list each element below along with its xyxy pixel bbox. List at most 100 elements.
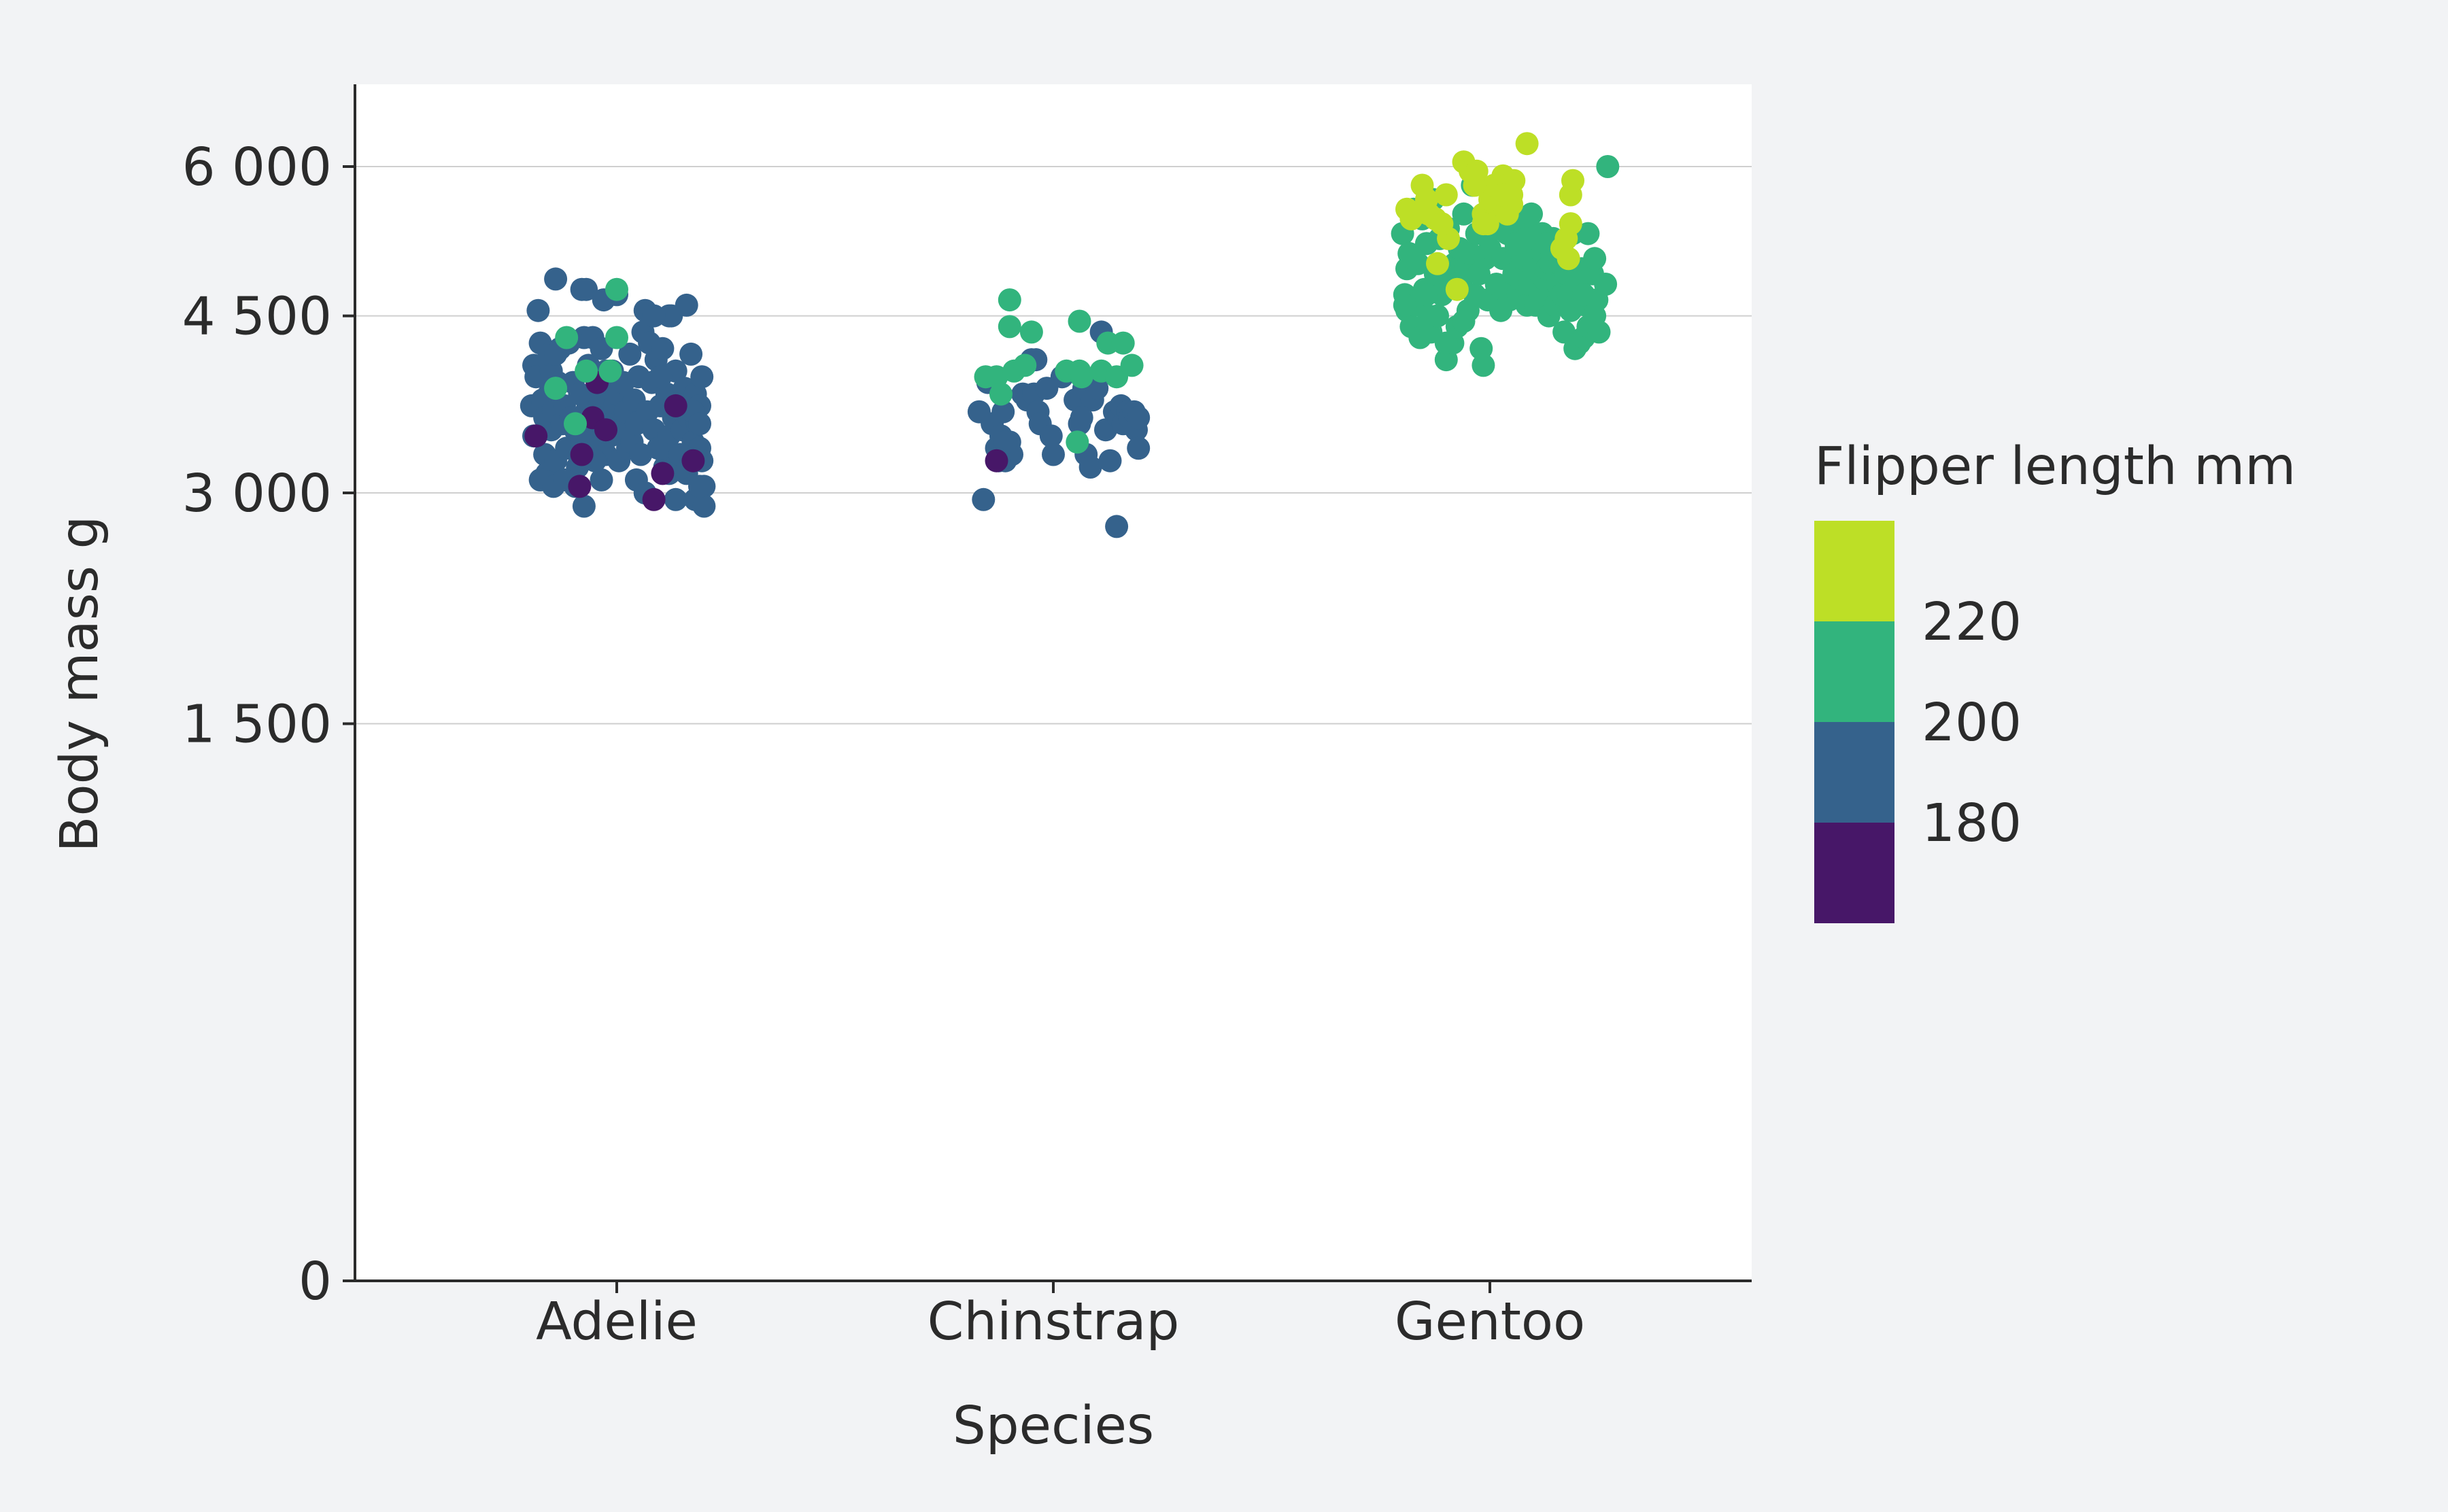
data-point <box>605 277 628 301</box>
y-tick-label: 6 000 <box>182 137 332 198</box>
legend-swatch <box>1814 722 1894 823</box>
data-point <box>1572 283 1595 307</box>
data-point <box>972 487 996 511</box>
data-point <box>998 315 1021 339</box>
data-point <box>1068 309 1091 333</box>
data-point <box>570 277 594 301</box>
data-point <box>989 382 1013 406</box>
legend-swatch <box>1814 823 1894 923</box>
data-point <box>642 304 666 328</box>
data-point <box>590 468 613 492</box>
data-point <box>1434 331 1458 355</box>
data-point <box>1594 273 1618 296</box>
data-point <box>1491 183 1515 207</box>
data-point <box>1120 354 1144 377</box>
data-point <box>1042 443 1065 466</box>
data-point <box>1469 337 1493 360</box>
data-point <box>1463 173 1486 197</box>
data-point <box>1515 226 1539 250</box>
data-point <box>598 359 622 383</box>
data-point <box>1452 309 1476 333</box>
data-point <box>1430 212 1454 236</box>
legend-swatch <box>1814 521 1894 621</box>
y-axis-label: Body mass g <box>50 516 110 853</box>
data-point <box>991 400 1015 424</box>
axes: 0 1 500 3 000 4 500 6 000 Adelie Chinstrap Gent… <box>182 84 1752 1352</box>
data-point <box>1013 354 1037 377</box>
data-point <box>688 412 711 436</box>
data-point <box>1070 365 1093 389</box>
data-point <box>1426 252 1449 275</box>
data-point <box>664 394 687 417</box>
data-point <box>1127 406 1151 430</box>
legend-tick-label: 220 <box>1922 592 2022 653</box>
data-point <box>1414 283 1438 307</box>
y-tick-label: 0 <box>299 1252 332 1312</box>
data-point <box>1434 183 1458 207</box>
y-tick-label: 3 000 <box>182 464 332 524</box>
data-point <box>690 365 714 389</box>
data-point <box>1445 277 1469 301</box>
legend-tick-label: 200 <box>1922 693 2022 753</box>
data-point <box>570 443 594 466</box>
data-point <box>629 443 653 466</box>
legend-tick-label: 180 <box>1922 793 2022 854</box>
y-tick-label: 1 500 <box>182 695 332 755</box>
data-point <box>664 487 687 511</box>
data-point <box>679 342 703 366</box>
data-point <box>1098 449 1122 472</box>
x-axis-label: Species <box>953 1396 1154 1456</box>
data-point <box>985 365 1008 389</box>
data-point <box>1472 212 1495 236</box>
data-point <box>1111 331 1135 355</box>
data-point <box>998 288 1021 312</box>
x-tick-label: Gentoo <box>1395 1292 1585 1352</box>
legend-title: Flipper length mm <box>1814 436 2296 497</box>
data-point <box>651 462 675 485</box>
legend: Flipper length mm 220 200 180 <box>1814 436 2296 923</box>
data-point <box>572 494 596 518</box>
data-point <box>651 337 675 360</box>
y-tick-label: 4 500 <box>182 287 332 347</box>
data-point <box>1576 222 1600 245</box>
data-point <box>1066 430 1089 454</box>
data-point <box>1561 169 1584 192</box>
data-point <box>1520 202 1543 226</box>
data-point <box>544 377 568 400</box>
data-point <box>1105 515 1129 538</box>
data-point <box>1557 247 1580 271</box>
data-point <box>1127 436 1151 460</box>
data-point <box>1559 212 1582 236</box>
data-point <box>594 418 617 442</box>
data-point <box>985 449 1008 472</box>
data-points <box>520 132 1620 538</box>
data-point <box>564 412 587 436</box>
data-point <box>526 298 550 322</box>
data-point <box>1401 247 1425 271</box>
data-point <box>544 267 568 291</box>
data-point <box>555 326 579 349</box>
data-point <box>1019 320 1043 344</box>
data-point <box>618 342 642 366</box>
data-point <box>1393 293 1416 317</box>
data-point <box>1515 132 1539 156</box>
data-point <box>642 487 666 511</box>
data-point <box>1472 354 1495 377</box>
data-point <box>1452 202 1476 226</box>
data-point <box>1583 247 1607 271</box>
data-point <box>544 342 568 366</box>
legend-swatch <box>1814 621 1894 722</box>
data-point <box>568 475 592 498</box>
x-tick-label: Chinstrap <box>928 1292 1180 1352</box>
data-point <box>1587 320 1611 344</box>
data-point <box>1596 155 1620 178</box>
data-point <box>524 424 548 448</box>
data-point <box>605 326 628 349</box>
data-point <box>649 365 673 389</box>
data-point <box>675 293 698 317</box>
data-point <box>688 475 711 498</box>
data-point <box>692 494 716 518</box>
data-point <box>1070 406 1093 430</box>
x-tick-label: Adelie <box>536 1292 698 1352</box>
